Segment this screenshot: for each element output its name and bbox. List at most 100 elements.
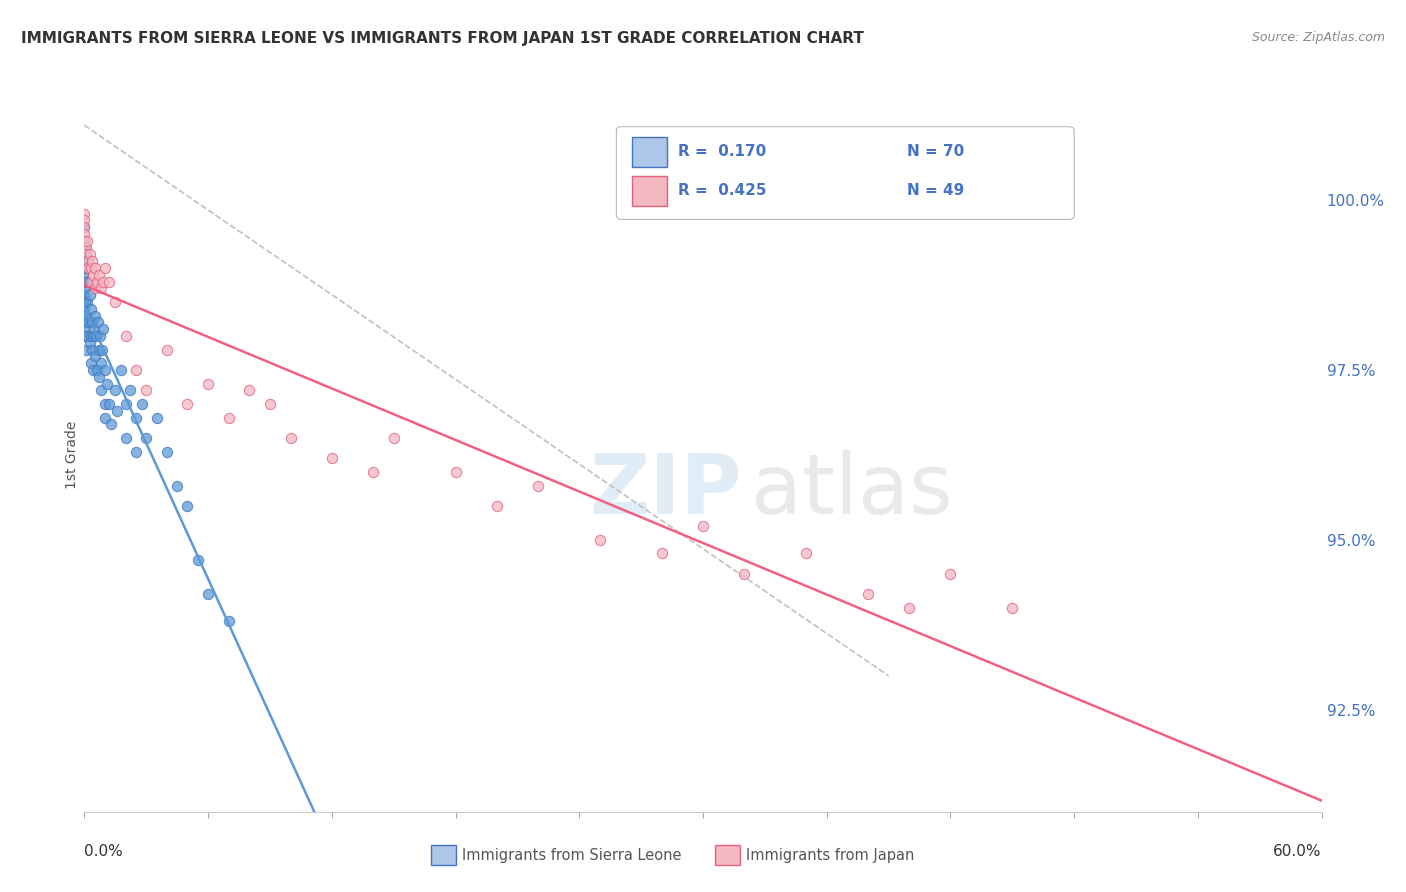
Text: N = 70: N = 70	[907, 145, 965, 159]
Point	[79, 275, 101, 289]
Point	[73, 288, 96, 302]
Point	[73, 301, 96, 316]
Point	[898, 600, 921, 615]
Point	[90, 356, 112, 370]
Point	[73, 234, 96, 248]
Text: 0.0%: 0.0%	[84, 844, 124, 859]
Point	[100, 417, 122, 432]
Point	[76, 329, 98, 343]
Point	[73, 268, 96, 282]
Point	[485, 499, 508, 513]
Bar	[430, 846, 456, 865]
Point	[939, 566, 962, 581]
Point	[83, 281, 105, 295]
Point	[77, 260, 100, 275]
Text: 60.0%: 60.0%	[1274, 844, 1322, 859]
Point	[131, 397, 153, 411]
Point	[91, 275, 114, 289]
Point	[79, 329, 101, 343]
Point	[73, 315, 96, 329]
Point	[90, 281, 112, 295]
Point	[83, 350, 105, 364]
Point	[73, 281, 96, 295]
Point	[1001, 600, 1024, 615]
Point	[125, 444, 148, 458]
Point	[527, 478, 550, 492]
Text: ZIP: ZIP	[589, 450, 742, 531]
Point	[73, 213, 96, 227]
Point	[156, 343, 179, 357]
Point	[89, 329, 111, 343]
Point	[91, 322, 114, 336]
Point	[79, 260, 101, 275]
Point	[98, 275, 121, 289]
Bar	[633, 176, 666, 206]
Point	[114, 431, 136, 445]
Point	[94, 397, 117, 411]
Point	[238, 384, 260, 398]
Point	[80, 254, 103, 268]
Point	[73, 295, 96, 310]
Point	[94, 260, 117, 275]
Point	[733, 566, 755, 581]
Point	[166, 478, 188, 492]
Point	[444, 465, 467, 479]
Text: N = 49: N = 49	[907, 184, 965, 198]
Point	[197, 376, 219, 391]
Point	[280, 431, 302, 445]
Point	[83, 260, 105, 275]
Point	[80, 315, 103, 329]
Text: Immigrants from Sierra Leone: Immigrants from Sierra Leone	[461, 847, 682, 863]
Point	[382, 431, 405, 445]
Point	[84, 329, 107, 343]
Text: atlas: atlas	[751, 450, 952, 531]
Point	[73, 309, 96, 323]
Point	[125, 410, 148, 425]
Point	[75, 295, 97, 310]
Point	[856, 587, 879, 601]
Point	[90, 343, 112, 357]
Point	[176, 397, 198, 411]
Point	[86, 363, 108, 377]
Point	[94, 363, 117, 377]
Point	[79, 301, 101, 316]
Point	[105, 403, 128, 417]
Point	[77, 254, 100, 268]
Bar	[716, 846, 740, 865]
Point	[86, 275, 108, 289]
Point	[82, 268, 104, 282]
Point	[104, 384, 127, 398]
Point	[156, 444, 179, 458]
Point	[73, 227, 96, 241]
Point	[87, 268, 110, 282]
Point	[75, 241, 97, 255]
Point	[75, 343, 97, 357]
Point	[75, 241, 97, 255]
Point	[77, 315, 100, 329]
Point	[90, 384, 112, 398]
Text: R =  0.425: R = 0.425	[678, 184, 766, 198]
Point	[794, 546, 817, 560]
Point	[259, 397, 281, 411]
Text: IMMIGRANTS FROM SIERRA LEONE VS IMMIGRANTS FROM JAPAN 1ST GRADE CORRELATION CHAR: IMMIGRANTS FROM SIERRA LEONE VS IMMIGRAN…	[21, 31, 863, 46]
Point	[96, 376, 118, 391]
Text: Immigrants from Japan: Immigrants from Japan	[747, 847, 915, 863]
Point	[187, 553, 209, 567]
Point	[83, 322, 105, 336]
Point	[79, 288, 101, 302]
Text: R =  0.170: R = 0.170	[678, 145, 766, 159]
Point	[94, 410, 117, 425]
Point	[73, 329, 96, 343]
Point	[87, 315, 110, 329]
Point	[197, 587, 219, 601]
Point	[104, 295, 127, 310]
Bar	[633, 136, 666, 167]
Point	[114, 329, 136, 343]
Point	[589, 533, 612, 547]
Point	[80, 343, 103, 357]
Point	[73, 322, 96, 336]
Point	[125, 363, 148, 377]
Point	[87, 343, 110, 357]
Point	[73, 254, 96, 268]
Point	[110, 363, 132, 377]
